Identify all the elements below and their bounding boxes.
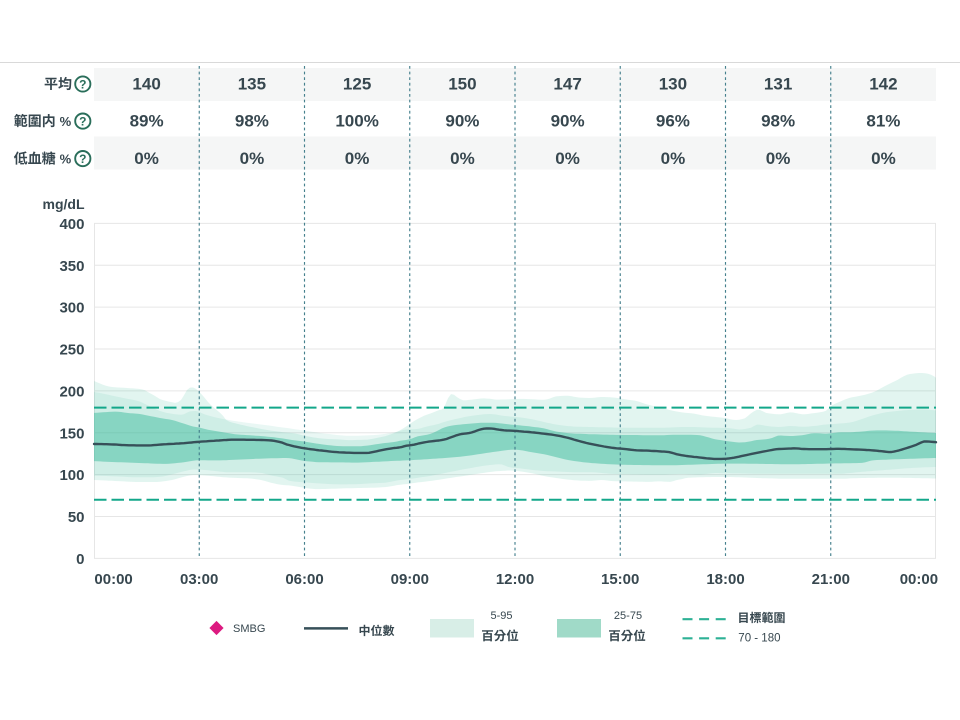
svg-text:00:00: 00:00: [94, 571, 132, 588]
svg-text:25-75: 25-75: [614, 610, 642, 622]
svg-text:300: 300: [59, 300, 84, 317]
svg-text:135: 135: [238, 74, 266, 93]
svg-text:5-95: 5-95: [490, 610, 512, 622]
svg-text:0%: 0%: [134, 149, 159, 168]
svg-text:0%: 0%: [240, 149, 265, 168]
svg-text:131: 131: [764, 74, 792, 93]
svg-text:98%: 98%: [235, 112, 269, 131]
svg-text:0%: 0%: [661, 149, 686, 168]
svg-text:00:00: 00:00: [900, 571, 938, 588]
svg-text:21:00: 21:00: [812, 571, 850, 588]
svg-text:81%: 81%: [866, 112, 900, 131]
svg-text:?: ?: [79, 77, 86, 91]
svg-text:mg/dL: mg/dL: [43, 196, 85, 212]
svg-text:150: 150: [448, 74, 476, 93]
svg-text:100%: 100%: [335, 112, 378, 131]
svg-text:100: 100: [59, 467, 84, 484]
svg-text:18:00: 18:00: [706, 571, 744, 588]
svg-text:200: 200: [59, 383, 84, 400]
svg-text:?: ?: [79, 114, 86, 128]
svg-text:350: 350: [59, 258, 84, 275]
svg-text:89%: 89%: [130, 112, 164, 131]
svg-text:125: 125: [343, 74, 371, 93]
svg-text:147: 147: [553, 74, 581, 93]
svg-text:06:00: 06:00: [285, 571, 323, 588]
svg-text:98%: 98%: [761, 112, 795, 131]
svg-text:12:00: 12:00: [496, 571, 534, 588]
svg-text:130: 130: [659, 74, 687, 93]
svg-text:03:00: 03:00: [180, 571, 218, 588]
svg-text:15:00: 15:00: [601, 571, 639, 588]
svg-text:%: %: [60, 151, 72, 166]
svg-text:96%: 96%: [656, 112, 690, 131]
svg-text:0%: 0%: [871, 149, 896, 168]
svg-text:150: 150: [59, 425, 84, 442]
svg-text:?: ?: [79, 152, 86, 166]
svg-text:250: 250: [59, 342, 84, 359]
svg-text:%: %: [60, 114, 72, 129]
svg-text:0%: 0%: [345, 149, 370, 168]
svg-text:0%: 0%: [450, 149, 475, 168]
svg-text:140: 140: [132, 74, 160, 93]
svg-text:50: 50: [68, 509, 85, 526]
svg-text:0%: 0%: [555, 149, 580, 168]
svg-text:90%: 90%: [551, 112, 585, 131]
svg-text:142: 142: [869, 74, 897, 93]
svg-text:0: 0: [76, 551, 84, 568]
svg-text:400: 400: [59, 216, 84, 233]
svg-text:90%: 90%: [445, 112, 479, 131]
svg-text:0%: 0%: [766, 149, 791, 168]
svg-text:SMBG: SMBG: [233, 623, 265, 635]
svg-text:70 - 180: 70 - 180: [738, 633, 780, 645]
svg-text:09:00: 09:00: [391, 571, 429, 588]
